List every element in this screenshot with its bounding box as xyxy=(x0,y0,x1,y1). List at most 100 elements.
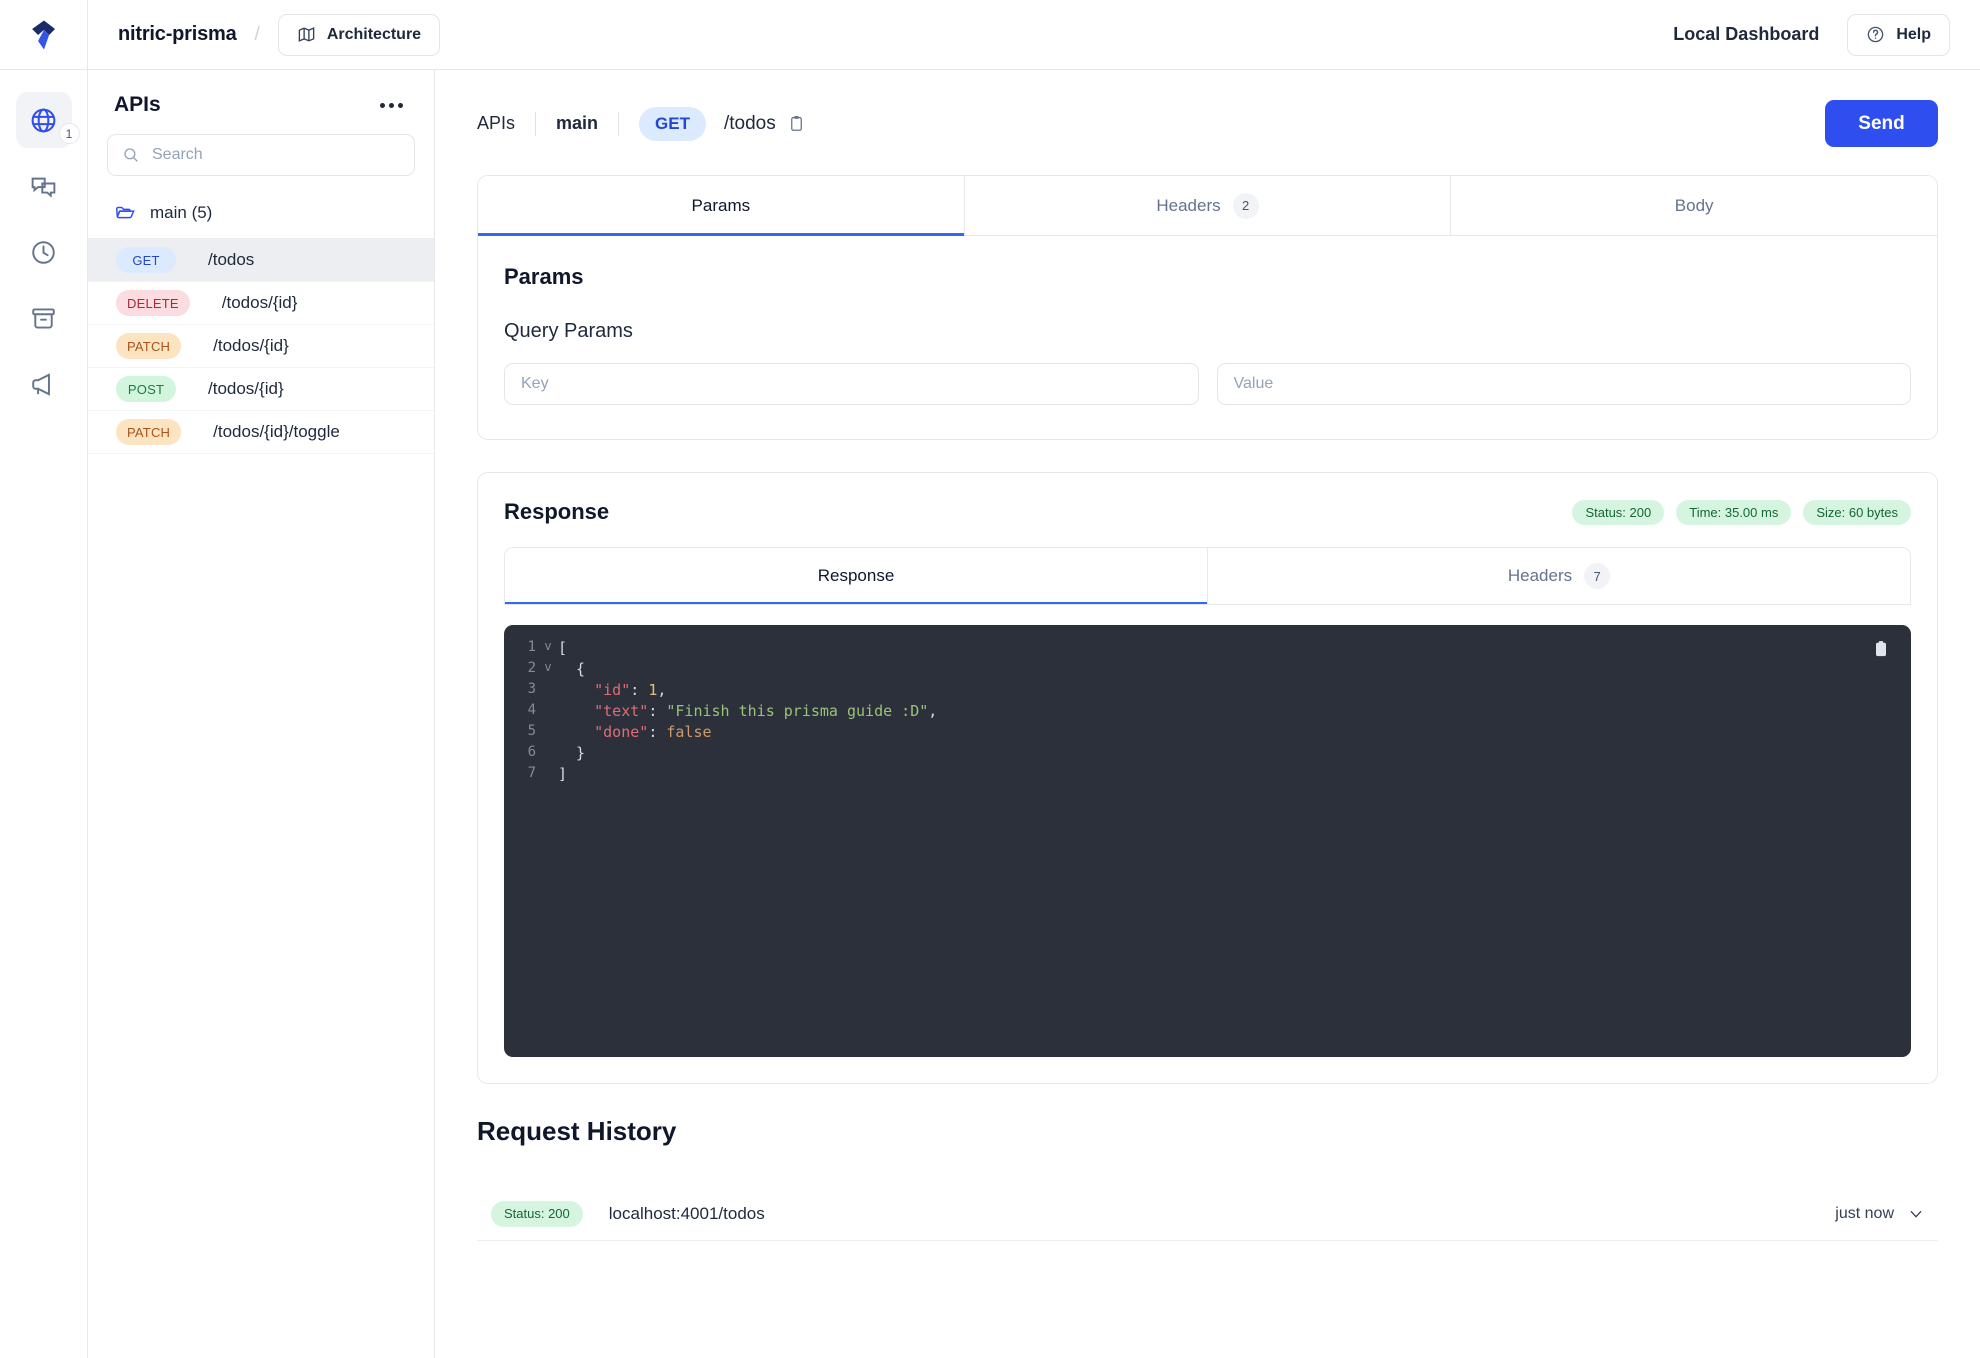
map-icon xyxy=(298,27,315,42)
fold-toggle-icon[interactable]: v xyxy=(544,660,552,674)
search-wrap xyxy=(88,134,434,190)
route-row[interactable]: PATCH/todos/{id} xyxy=(88,325,434,368)
route-method-badge: PATCH xyxy=(116,419,182,445)
response-header: Response Status: 200 Time: 35.00 ms Size: … xyxy=(478,473,1937,547)
fold-toggle-icon[interactable]: v xyxy=(544,639,552,653)
breadcrumb: nitric-prisma / Architecture xyxy=(88,13,1673,56)
tab-headers[interactable]: Headers 7 xyxy=(1208,548,1910,604)
search-icon xyxy=(124,148,138,162)
code-text: "id": 1, xyxy=(558,681,667,699)
search-box[interactable] xyxy=(107,134,415,176)
route-row[interactable]: GET/todos xyxy=(88,239,434,282)
header-actions: Local Dashboard Help xyxy=(1673,13,1980,56)
line-number: 5 xyxy=(527,723,536,739)
tab-label: Headers xyxy=(1156,195,1221,215)
rail-item-apis[interactable]: 1 xyxy=(15,92,80,148)
rail-item-schedules[interactable] xyxy=(16,224,72,280)
query-value-input[interactable] xyxy=(1216,363,1911,405)
code-line: 4 "text": "Finish this prisma guide :D", xyxy=(504,702,1911,723)
line-number: 3 xyxy=(527,681,536,697)
apis-sidebar: APIs main (5) xyxy=(88,70,435,1358)
tab-count-badge: 2 xyxy=(1232,192,1259,219)
icon-rail: 1 xyxy=(0,70,88,1358)
question-circle-icon xyxy=(1868,26,1884,43)
code-text: "text": "Finish this prisma guide :D", xyxy=(558,702,938,720)
tab-label: Params xyxy=(691,195,751,215)
response-code-box[interactable]: 1 v[2 v {3 "id": 1, 4 "text": "Finish this … xyxy=(504,625,1911,1057)
code-line: 3 "id": 1, xyxy=(504,681,1911,702)
architecture-button[interactable]: Architecture xyxy=(277,13,441,56)
request-bar: APIs main GET /todos Send xyxy=(477,100,1938,147)
route-method-badge: PATCH xyxy=(116,333,182,359)
nitric-logo-icon xyxy=(31,20,55,49)
query-params-row xyxy=(504,363,1911,405)
route-method-badge: DELETE xyxy=(116,290,190,316)
ellipsis-icon[interactable] xyxy=(374,90,408,120)
local-dashboard-label: Local Dashboard xyxy=(1673,24,1820,44)
search-input[interactable] xyxy=(152,146,414,164)
folder-icon xyxy=(116,206,135,219)
apis-count-badge: 1 xyxy=(58,123,80,144)
route-row[interactable]: POST/todos/{id} xyxy=(88,368,434,411)
send-button[interactable]: Send xyxy=(1825,100,1938,147)
code-text: { xyxy=(558,660,586,678)
code-text: } xyxy=(558,744,586,762)
route-list: GET/todos DELETE/todos/{id} PATCH/todos/{i… xyxy=(88,239,434,1358)
line-number: 6 xyxy=(527,744,536,760)
response-stat-badge: Status: 200 xyxy=(1572,499,1665,525)
route-row[interactable]: DELETE/todos/{id} xyxy=(88,282,434,325)
request-tabs: Params Headers 2 Body xyxy=(478,176,1937,236)
copy-response-icon[interactable] xyxy=(1871,639,1891,659)
architecture-label: Architecture xyxy=(326,25,422,43)
globe-icon xyxy=(31,108,56,132)
line-number: 4 xyxy=(527,702,536,718)
tab-label: Response xyxy=(817,566,895,585)
tab-response[interactable]: Response xyxy=(505,548,1208,604)
response-tabs-wrap: Response Headers 7 xyxy=(478,547,1937,605)
response-stat-badge: Size: 60 bytes xyxy=(1803,499,1911,525)
response-stat-badge: Time: 35.00 ms xyxy=(1676,499,1792,525)
line-number: 7 xyxy=(527,765,536,781)
main-panel: APIs main GET /todos Send xyxy=(435,70,1980,1358)
response-code-wrap: 1 v[2 v {3 "id": 1, 4 "text": "Finish this … xyxy=(478,605,1937,1083)
copy-path-icon[interactable] xyxy=(787,114,806,133)
history-status-badge: Status: 200 xyxy=(491,1200,583,1227)
tab-label: Body xyxy=(1674,195,1714,215)
line-number: 1 xyxy=(527,639,536,655)
folder-label: main (5) xyxy=(150,203,213,222)
history-row[interactable]: Status: 200 localhost:4001/todos just now xyxy=(477,1187,1938,1241)
tab-body[interactable]: Body xyxy=(1451,176,1937,235)
route-method-badge: POST xyxy=(116,376,176,402)
code-text: [ xyxy=(558,639,568,657)
archive-box-icon xyxy=(32,307,55,329)
tab-headers[interactable]: Headers 2 xyxy=(964,176,1452,235)
history-row-right: just now xyxy=(1835,1205,1924,1223)
line-number: 2 xyxy=(527,660,536,676)
route-path: /todos/{id} xyxy=(221,293,298,312)
rail-item-websockets[interactable] xyxy=(16,356,72,412)
sidebar-header: APIs xyxy=(88,70,434,134)
help-button[interactable]: Help xyxy=(1847,13,1950,56)
logo-cell[interactable] xyxy=(0,0,88,70)
code-text: ] xyxy=(558,765,568,783)
request-breadcrumb: APIs main GET /todos xyxy=(477,106,806,141)
code-line: 7] xyxy=(504,765,1911,786)
request-path: /todos xyxy=(723,112,776,134)
query-key-input[interactable] xyxy=(504,363,1199,405)
rail-item-topics[interactable] xyxy=(16,158,72,214)
tab-params[interactable]: Params xyxy=(478,176,965,236)
chevron-down-icon[interactable] xyxy=(1908,1206,1924,1222)
breadcrumb-apis[interactable]: APIs xyxy=(477,113,516,133)
history-url: localhost:4001/todos xyxy=(608,1203,765,1223)
response-badges: Status: 200 Time: 35.00 ms Size: 60 bytes xyxy=(1572,499,1911,525)
request-method-badge: GET xyxy=(639,106,706,141)
megaphone-icon xyxy=(32,372,50,396)
breadcrumb-service[interactable]: main xyxy=(556,113,599,133)
route-row[interactable]: PATCH/todos/{id}/toggle xyxy=(88,411,434,454)
body-row: 1 xyxy=(0,70,1980,1358)
rail-item-storage[interactable] xyxy=(16,290,72,346)
route-path: /todos/{id} xyxy=(208,379,284,398)
sidebar-folder-main[interactable]: main (5) xyxy=(88,190,434,239)
